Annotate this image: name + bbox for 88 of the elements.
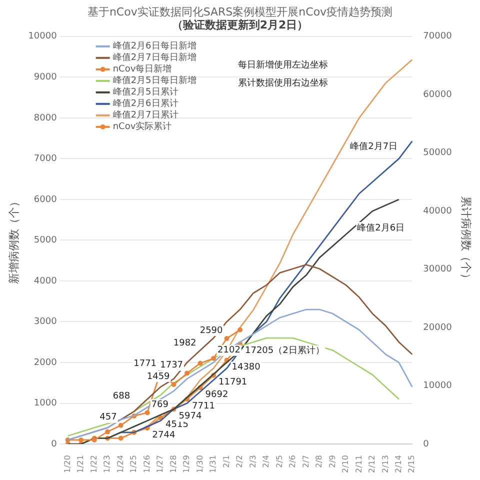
annotation: 每日新增使用左边坐标 [238, 59, 328, 70]
y-tick-label: 2000 [34, 358, 58, 368]
point [105, 429, 110, 434]
x-tick-label: 1/23 [102, 455, 112, 474]
y2-tick-label: 50000 [423, 148, 452, 158]
x-tick-label: 1/28 [168, 455, 178, 474]
x-tick-label: 1/21 [76, 455, 86, 474]
x-tick-label: 1/24 [116, 455, 125, 474]
legend-label: nCov每日新增 [112, 64, 172, 75]
x-tick-label: 1/27 [156, 455, 165, 474]
y-tick-label: 5000 [34, 236, 58, 246]
legend-label: 峰值2月7日累计 [112, 110, 178, 121]
data-label: 2590 [200, 326, 224, 336]
point [198, 360, 203, 366]
y2-axis-title: 累计病例数（个） [460, 196, 473, 284]
y-tick-label: 9000 [34, 72, 58, 83]
annotation: 累计数据使用右边坐标 [238, 78, 328, 89]
data-label: 17205（2日累计） [245, 345, 324, 356]
x-tick-label: 2/8 [314, 455, 324, 468]
x-tick-label: 2/5 [274, 455, 284, 468]
data-label: 14380 [232, 362, 261, 373]
point [171, 382, 176, 388]
x-tick-label: 1/25 [129, 455, 138, 474]
legend-label: 峰值2月6日累计 [112, 98, 178, 110]
x-tick-label: 2/7 [301, 455, 310, 468]
x-tick-label: 2/12 [368, 455, 377, 474]
y-tick-label: 4000 [34, 276, 58, 286]
x-tick-label: 2/4 [262, 455, 271, 468]
y2-tick-label: 20000 [423, 322, 452, 333]
chart-title: 基于nCov实证数据同化SARS案例模型开展nCov疫情趋势预测 [87, 5, 393, 18]
x-tick-label: 1/20 [62, 455, 72, 474]
y-axis-title: 新增病例数（个） [7, 196, 20, 284]
x-tick-label: 2/6 [288, 455, 298, 468]
point [78, 437, 84, 442]
legend-label: 峰值2月5日累计 [112, 86, 178, 98]
data-label: 1459 [146, 372, 170, 382]
data-label: 7711 [192, 401, 215, 412]
x-tick-label: 2/15 [407, 455, 416, 474]
point [144, 410, 150, 416]
x-tick-label: 1/29 [182, 455, 192, 474]
point [211, 356, 216, 361]
y-tick-label: 6000 [34, 194, 58, 205]
data-label: 457 [100, 412, 117, 423]
x-tick-label: 2/3 [248, 455, 258, 468]
y2-tick-label: 60000 [423, 90, 452, 100]
y2-tick-label: 40000 [423, 206, 452, 216]
legend-label: 峰值2月6日每日新增 [112, 40, 196, 52]
x-tick-label: 1/26 [142, 455, 152, 474]
legend-label: 峰值2月7日每日新增 [112, 52, 196, 64]
point [184, 370, 190, 376]
x-tick-label: 2/14 [394, 455, 404, 474]
point [224, 336, 230, 341]
data-label: 688 [112, 391, 130, 402]
data-label: 9692 [205, 390, 228, 400]
legend-label: 峰值2月5日每日新增 [112, 75, 196, 86]
x-tick-label: 2/10 [341, 455, 350, 474]
y-tick-label: 8000 [34, 113, 58, 124]
data-label: 1982 [173, 338, 196, 349]
y-tick-label: 7000 [34, 154, 58, 164]
legend-label: nCov实际累计 [112, 121, 172, 132]
x-tick-label: 2/2 [235, 455, 244, 468]
y2-tick-label: 30000 [423, 264, 452, 275]
chart-subtitle: （验证数据更新到2月2日） [172, 18, 308, 32]
x-tick-label: 1/31 [208, 455, 218, 474]
annotation: 峰值2月6日 [357, 222, 405, 234]
x-tick-label: 2/9 [328, 455, 337, 468]
data-label: 1737 [160, 360, 184, 371]
x-tick-label: 1/30 [195, 455, 204, 474]
y-tick-label: 10000 [28, 32, 58, 42]
data-label: 769 [151, 400, 169, 410]
annotation: 峰值2月7日 [350, 140, 398, 152]
y-tick-label: 1000 [34, 398, 58, 409]
data-label: 11791 [218, 378, 248, 388]
y-tick-label: 0 [51, 439, 58, 450]
x-tick-label: 2/1 [222, 455, 231, 468]
point [238, 327, 242, 332]
point [118, 422, 124, 428]
y2-tick-label: 0 [423, 439, 430, 450]
data-label: 5974 [178, 412, 202, 422]
x-tick-label: 2/13 [380, 455, 390, 474]
y2-tick-label: 70000 [423, 32, 452, 42]
y2-tick-label: 10000 [423, 381, 452, 392]
x-tick-label: 1/22 [89, 455, 98, 474]
data-label: 2744 [152, 430, 176, 440]
y-tick-label: 3000 [34, 317, 58, 328]
data-label: 1771 [134, 359, 157, 370]
x-tick-label: 2/11 [354, 455, 364, 474]
point [118, 436, 124, 441]
